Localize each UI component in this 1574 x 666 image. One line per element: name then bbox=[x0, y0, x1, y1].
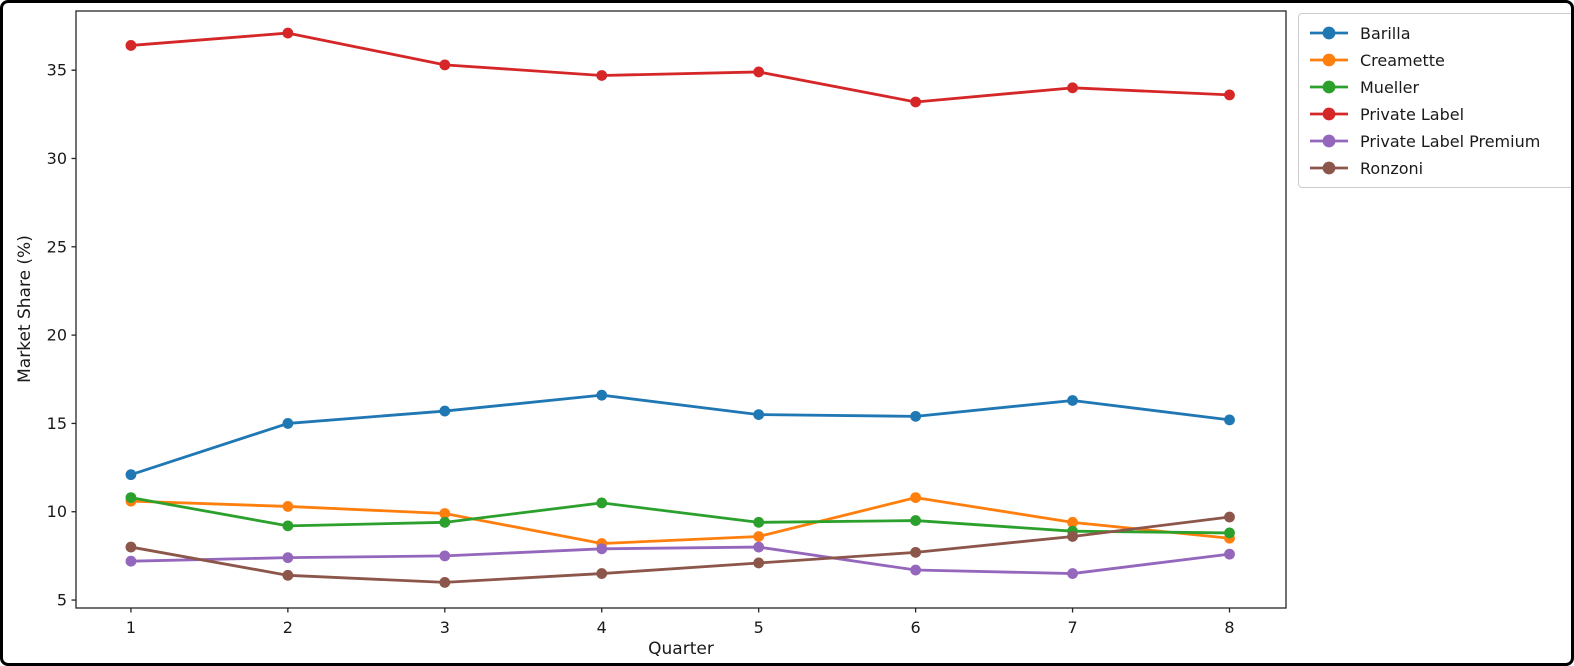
x-tick-label: 3 bbox=[440, 618, 450, 637]
data-point-mueller-q4 bbox=[596, 497, 608, 509]
y-tick-label: 30 bbox=[47, 149, 67, 168]
chart-svg: 1 2 3 4 5 6 7 8 5 10 15 20 25 30 35 bbox=[47, 10, 1287, 637]
data-point-mueller-q5 bbox=[753, 516, 765, 528]
legend-marker-ronzoni-icon bbox=[1310, 161, 1348, 175]
data-point-private-label-q6 bbox=[910, 96, 922, 108]
data-point-barilla-q1 bbox=[125, 469, 137, 481]
data-point-private-label-premium-q6 bbox=[910, 564, 922, 576]
data-point-private-label-q2 bbox=[282, 27, 294, 39]
series-line-mueller bbox=[129, 496, 1231, 535]
series-line-ronzoni bbox=[129, 515, 1231, 584]
data-point-creamette-q5 bbox=[753, 531, 765, 542]
data-point-barilla-q7 bbox=[1067, 395, 1078, 406]
x-tick-label: 2 bbox=[283, 618, 293, 637]
data-point-ronzoni-q2 bbox=[282, 569, 294, 581]
legend-label: Creamette bbox=[1360, 50, 1445, 70]
data-point-private-label-premium-q3 bbox=[439, 550, 451, 562]
data-point-barilla-q5 bbox=[753, 409, 765, 420]
data-point-ronzoni-q3 bbox=[439, 576, 451, 588]
x-tick-label: 4 bbox=[597, 618, 607, 637]
x-tick-label: 6 bbox=[911, 618, 921, 637]
x-tick-label: 1 bbox=[126, 618, 136, 637]
legend-item-mueller: Mueller bbox=[1308, 75, 1565, 99]
data-point-private-label-premium-q4 bbox=[596, 543, 608, 555]
legend-marker-creamette-icon bbox=[1310, 53, 1348, 67]
legend-item-private-label-premium: Private Label Premium bbox=[1308, 129, 1565, 153]
data-point-barilla-q4 bbox=[596, 389, 608, 401]
data-point-ronzoni-q1 bbox=[125, 541, 137, 553]
legend-label: Private Label Premium bbox=[1360, 131, 1541, 151]
data-point-ronzoni-q5 bbox=[753, 557, 765, 569]
legend-marker-private-label-icon bbox=[1310, 107, 1348, 121]
data-point-private-label-premium-q2 bbox=[282, 552, 294, 564]
data-point-private-label-premium-q1 bbox=[125, 555, 137, 567]
data-point-ronzoni-q4 bbox=[596, 568, 608, 579]
y-axis-title: Market Share (%) bbox=[15, 235, 35, 383]
legend-label: Mueller bbox=[1360, 77, 1420, 97]
data-point-mueller-q6 bbox=[910, 515, 922, 526]
data-point-private-label-premium-q8 bbox=[1224, 548, 1235, 560]
x-tick-label: 8 bbox=[1224, 618, 1234, 637]
data-point-ronzoni-q6 bbox=[910, 546, 922, 558]
data-point-private-label-premium-q7 bbox=[1067, 568, 1078, 579]
legend-item-private-label: Private Label bbox=[1308, 102, 1565, 126]
x-tick-label: 7 bbox=[1067, 618, 1077, 637]
data-point-ronzoni-q7 bbox=[1067, 531, 1078, 542]
series-line-private-label-premium bbox=[129, 545, 1231, 575]
y-tick-label: 15 bbox=[47, 414, 67, 433]
y-tick-label: 10 bbox=[47, 502, 67, 521]
data-point-private-label-q1 bbox=[125, 40, 137, 51]
data-point-barilla-q6 bbox=[910, 410, 922, 422]
data-point-ronzoni-q8 bbox=[1224, 511, 1235, 523]
legend-marker-mueller-icon bbox=[1310, 80, 1348, 94]
data-point-creamette-q7 bbox=[1067, 516, 1078, 528]
legend-label: Barilla bbox=[1360, 23, 1411, 43]
data-point-private-label-q3 bbox=[439, 59, 451, 71]
y-tick-label: 25 bbox=[47, 237, 67, 256]
data-point-barilla-q3 bbox=[439, 405, 451, 417]
data-point-mueller-q3 bbox=[439, 516, 451, 528]
x-tick-label: 5 bbox=[754, 618, 764, 637]
legend: Barilla Creamette Mueller Private Label Priv… bbox=[1298, 13, 1571, 188]
plot-border bbox=[75, 10, 1287, 609]
legend-label: Private Label bbox=[1360, 104, 1465, 124]
legend-item-ronzoni: Ronzoni bbox=[1308, 156, 1565, 180]
series-line-private-label bbox=[129, 31, 1231, 104]
data-point-creamette-q6 bbox=[910, 492, 922, 504]
data-point-creamette-q2 bbox=[282, 501, 294, 512]
data-point-barilla-q2 bbox=[282, 418, 294, 429]
y-tick-label: 35 bbox=[47, 61, 67, 80]
data-point-private-label-premium-q5 bbox=[753, 541, 765, 553]
data-point-private-label-q5 bbox=[753, 66, 765, 78]
y-tick-label: 5 bbox=[57, 591, 67, 610]
legend-item-creamette: Creamette bbox=[1308, 48, 1565, 72]
data-point-creamette-q3 bbox=[439, 508, 451, 519]
data-point-mueller-q8 bbox=[1224, 527, 1235, 539]
legend-marker-private-label-premium-icon bbox=[1310, 134, 1348, 148]
series-line-barilla bbox=[129, 393, 1231, 477]
data-point-mueller-q1 bbox=[125, 492, 137, 504]
legend-label: Ronzoni bbox=[1360, 158, 1424, 178]
data-point-private-label-q7 bbox=[1067, 82, 1078, 94]
data-point-barilla-q8 bbox=[1224, 414, 1235, 426]
y-tick-label: 20 bbox=[47, 326, 67, 345]
data-point-private-label-q8 bbox=[1224, 89, 1235, 101]
series-line-creamette bbox=[129, 496, 1231, 545]
legend-item-barilla: Barilla bbox=[1308, 21, 1565, 45]
legend-marker-barilla-icon bbox=[1310, 26, 1348, 40]
x-axis-title: Quarter bbox=[648, 639, 714, 659]
data-point-private-label-q4 bbox=[596, 70, 608, 81]
data-point-mueller-q2 bbox=[282, 520, 294, 532]
